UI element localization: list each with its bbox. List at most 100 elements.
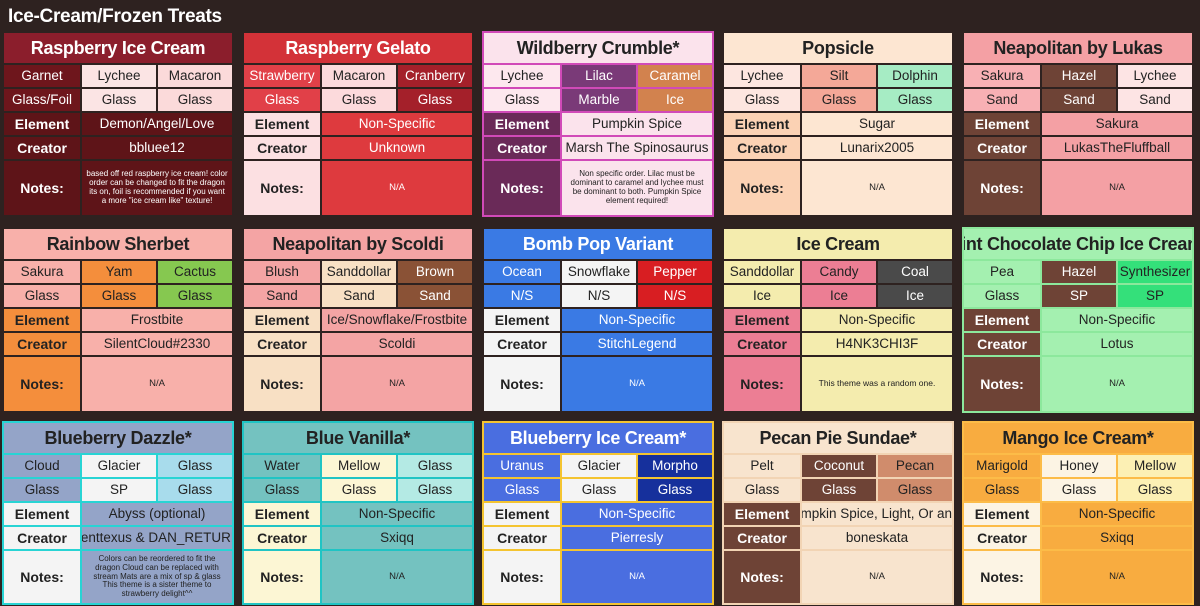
color-gene-cell: Glacier (562, 455, 636, 477)
notes-value: Non specific order. Lilac must be domina… (562, 161, 712, 215)
element-label: Element (964, 503, 1040, 525)
material-cell: Marble (562, 89, 636, 111)
notes-label: Notes: (484, 357, 560, 411)
material-cell: Ice (724, 285, 800, 307)
material-cell: Glass (1118, 479, 1192, 501)
color-gene-cell: Lychee (484, 65, 560, 87)
theme-card-blueberry-dazzle: Blueberry Dazzle* Cloud Glacier Glass Glass S… (2, 421, 234, 605)
notes-label: Notes: (724, 357, 800, 411)
creator-label: Creator (244, 137, 320, 159)
material-cell: Ice (802, 285, 876, 307)
color-gene-cell: Blush (244, 261, 320, 283)
theme-card-neapolitan-by-lukas: Neapolitan by Lukas Sakura Hazel Lychee Sand… (962, 31, 1194, 217)
card-title: Neapolitan by Scoldi (244, 229, 472, 259)
creator-value: Marsh The Spinosaurus (562, 137, 712, 159)
material-cell: Glass (158, 479, 232, 501)
material-cell: Ice (878, 285, 952, 307)
color-gene-cell: Macaron (322, 65, 396, 87)
material-cell: Sand (1042, 89, 1116, 111)
element-label: Element (4, 309, 80, 331)
notes-value: N/A (802, 161, 952, 215)
card-title: Blueberry Dazzle* (4, 423, 232, 453)
color-gene-cell: Hazel (1042, 65, 1116, 87)
notes-label: Notes: (484, 161, 560, 215)
material-cell: Sand (398, 285, 472, 307)
color-gene-cell: Pea (964, 261, 1040, 283)
material-cell: SP (82, 479, 156, 501)
color-gene-cell: Sanddollar (322, 261, 396, 283)
card-title: Mint Chocolate Chip Ice Cream* (964, 229, 1192, 259)
color-gene-cell: Lilac (562, 65, 636, 87)
element-label: Element (4, 113, 80, 135)
material-cell: Glass (244, 479, 320, 501)
element-label: Element (244, 503, 320, 525)
theme-card-mint-chocolate-chip-ice-cream: Mint Chocolate Chip Ice Cream*PeaHazelSy… (962, 227, 1194, 413)
notes-value: This theme was a random one. (802, 357, 952, 411)
creator-value: H4NK3CHI3F (802, 333, 952, 355)
material-cell: Glass (322, 89, 396, 111)
theme-card-popsicle: Popsicle Lychee Silt Dolphin Glass Glass Glass… (722, 31, 954, 217)
creator-label: Creator (724, 527, 800, 549)
notes-label: Notes: (244, 161, 320, 215)
creator-value: Pierresly (562, 527, 712, 549)
card-title: Raspberry Ice Cream (4, 33, 232, 63)
element-value: Ice/Snowflake/Frostbite (322, 309, 472, 331)
creator-label: Creator (244, 527, 320, 549)
element-label: Element (244, 309, 320, 331)
material-cell: Glass (82, 285, 156, 307)
creator-label: Creator (244, 333, 320, 355)
material-cell: SP (1118, 285, 1192, 307)
element-label: Element (484, 309, 560, 331)
color-gene-cell: Glass (398, 455, 472, 477)
creator-label: Creator (484, 527, 560, 549)
color-gene-cell: Sakura (4, 261, 80, 283)
material-cell: Glass (158, 89, 232, 111)
element-value: Non-Specific (322, 113, 472, 135)
element-value: Non-Specific (1042, 309, 1192, 331)
notes-label: Notes: (4, 161, 80, 215)
color-gene-cell: Honey (1042, 455, 1116, 477)
creator-label: Creator (4, 137, 80, 159)
card-title: Neapolitan by Lukas (964, 33, 1192, 63)
element-value: Non-Specific (322, 503, 472, 525)
color-gene-cell: Hazel (1042, 261, 1116, 283)
element-value: Abyss (optional) (82, 503, 232, 525)
notes-label: Notes: (4, 357, 80, 411)
notes-value: N/A (322, 357, 472, 411)
card-title: Blue Vanilla* (244, 423, 472, 453)
element-label: Element (724, 309, 800, 331)
color-gene-cell: Pepper (638, 261, 712, 283)
material-cell: N/S (562, 285, 636, 307)
material-cell: Glass (398, 89, 472, 111)
color-gene-cell: Water (244, 455, 320, 477)
notes-label: Notes: (724, 551, 800, 603)
material-cell: Sand (964, 89, 1040, 111)
color-gene-cell: Coal (878, 261, 952, 283)
color-gene-cell: Morpho (638, 455, 712, 477)
card-title: Mango Ice Cream* (964, 423, 1192, 453)
element-value: Non-Specific (562, 309, 712, 331)
theme-card-mango-ice-cream: Mango Ice Cream* Marigold Honey Mellow Glass… (962, 421, 1194, 605)
notes-label: Notes: (4, 551, 80, 603)
element-value: Frostbite (82, 309, 232, 331)
color-gene-cell: Pecan (878, 455, 952, 477)
color-gene-cell: Cloud (4, 455, 80, 477)
color-gene-cell: Yam (82, 261, 156, 283)
notes-value: N/A (1042, 551, 1192, 603)
theme-card-wildberry-crumble: Wildberry Crumble* Lychee Lilac Caramel Glas… (482, 31, 714, 217)
material-cell: Glass (244, 89, 320, 111)
theme-card-raspberry-gelato: Raspberry Gelato Strawberry Macaron Cranber… (242, 31, 474, 217)
theme-card-blueberry-ice-cream: Blueberry Ice Cream* Uranus Glacier Morpho G… (482, 421, 714, 605)
notes-value: N/A (562, 357, 712, 411)
element-label: Element (724, 503, 800, 525)
element-value: Demon/Angel/Love (82, 113, 232, 135)
color-gene-cell: Macaron (158, 65, 232, 87)
notes-value: N/A (802, 551, 952, 603)
creator-value: Lotus (1042, 333, 1192, 355)
creator-value: Sxiqq (322, 527, 472, 549)
notes-value: Colors can be reordered to fit the drago… (82, 551, 232, 603)
material-cell: Glass/Foil (4, 89, 80, 111)
notes-label: Notes: (964, 161, 1040, 215)
creator-label: Creator (724, 333, 800, 355)
notes-label: Notes: (724, 161, 800, 215)
